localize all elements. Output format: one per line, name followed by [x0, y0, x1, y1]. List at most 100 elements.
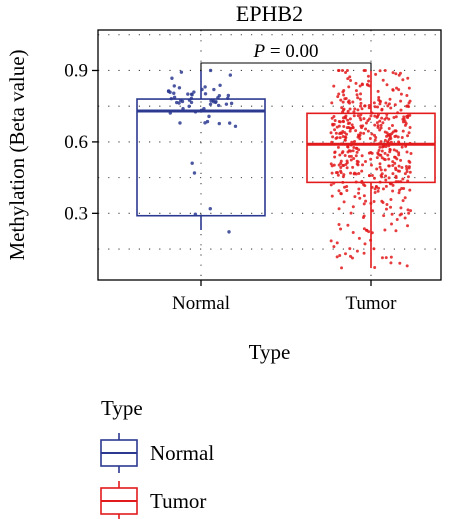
- data-point: [203, 92, 208, 96]
- data-point: [340, 68, 344, 72]
- data-point: [329, 239, 333, 243]
- data-point: [343, 138, 347, 142]
- data-point: [354, 154, 358, 158]
- data-point: [228, 121, 232, 125]
- data-point: [389, 255, 393, 259]
- data-point: [397, 88, 401, 92]
- data-point: [192, 171, 197, 175]
- data-point: [384, 145, 388, 149]
- data-point: [333, 128, 337, 132]
- data-point: [380, 149, 384, 153]
- data-point: [376, 126, 380, 130]
- data-point: [388, 97, 392, 101]
- data-point: [338, 136, 342, 140]
- data-point: [383, 68, 387, 72]
- data-point: [331, 135, 335, 139]
- data-point: [227, 230, 231, 234]
- data-point: [389, 261, 393, 265]
- data-point: [383, 138, 387, 142]
- data-point: [391, 164, 395, 168]
- data-point: [346, 145, 350, 149]
- data-point: [346, 121, 350, 125]
- data-point: [387, 102, 391, 106]
- data-point: [343, 252, 347, 256]
- data-point: [345, 188, 349, 192]
- data-point: [372, 247, 376, 251]
- data-point: [356, 108, 360, 112]
- data-point: [407, 131, 411, 135]
- data-point: [356, 163, 360, 167]
- grid-lines: [98, 30, 441, 280]
- box-normal: [136, 70, 266, 230]
- data-point: [380, 256, 384, 260]
- data-point: [357, 191, 361, 195]
- data-point: [398, 71, 402, 75]
- data-point: [370, 132, 374, 136]
- data-point: [408, 170, 412, 174]
- data-point: [407, 165, 411, 169]
- data-point: [342, 124, 346, 128]
- data-point: [189, 92, 194, 96]
- data-point: [337, 124, 341, 128]
- data-point: [330, 194, 334, 198]
- data-point: [405, 94, 409, 98]
- data-point: [337, 189, 341, 193]
- data-point: [381, 78, 385, 82]
- data-point: [354, 172, 358, 176]
- data-point: [359, 92, 363, 96]
- data-point: [376, 89, 380, 93]
- data-point: [400, 145, 404, 149]
- data-point: [355, 249, 359, 253]
- data-point: [376, 189, 380, 193]
- data-point: [364, 121, 368, 125]
- data-point: [342, 93, 346, 97]
- data-point: [378, 162, 382, 166]
- data-point: [408, 188, 412, 192]
- box-body: [136, 98, 266, 217]
- y-tick-label: 0.3: [64, 203, 88, 224]
- data-point: [354, 89, 358, 93]
- data-point: [380, 107, 384, 111]
- data-point: [399, 158, 403, 162]
- boxes: [136, 70, 436, 269]
- legend-label: Normal: [150, 441, 214, 465]
- data-point: [407, 101, 411, 105]
- data-point: [224, 102, 229, 106]
- data-point: [190, 161, 194, 165]
- data-point: [385, 134, 389, 138]
- data-point: [330, 101, 334, 105]
- data-point: [396, 169, 400, 173]
- data-point: [212, 87, 216, 92]
- data-point: [386, 104, 390, 108]
- data-point: [406, 224, 410, 228]
- data-point: [403, 119, 407, 123]
- data-point: [338, 254, 342, 258]
- data-point: [393, 134, 397, 138]
- data-point: [384, 256, 388, 260]
- data-point: [405, 150, 409, 154]
- data-point: [208, 102, 213, 107]
- data-point: [340, 266, 344, 270]
- data-point: [337, 223, 341, 227]
- data-point: [351, 100, 355, 104]
- data-point: [336, 95, 340, 99]
- data-point: [339, 166, 343, 170]
- data-point: [399, 92, 403, 96]
- data-point: [389, 198, 393, 202]
- data-point: [208, 207, 212, 211]
- data-point: [379, 126, 383, 130]
- axis-ticks: 0.3 0.6 0.9 Normal Tumor: [64, 60, 397, 314]
- data-point: [352, 172, 356, 176]
- data-point: [341, 150, 345, 154]
- data-point: [350, 256, 354, 260]
- data-point: [378, 165, 382, 169]
- data-point: [345, 132, 349, 136]
- data-point: [363, 242, 367, 246]
- data-point: [384, 207, 388, 211]
- data-point: [363, 160, 367, 164]
- data-point: [386, 153, 390, 157]
- data-point: [361, 163, 365, 167]
- data-point: [360, 107, 364, 111]
- data-point: [379, 173, 383, 177]
- data-point: [355, 93, 359, 97]
